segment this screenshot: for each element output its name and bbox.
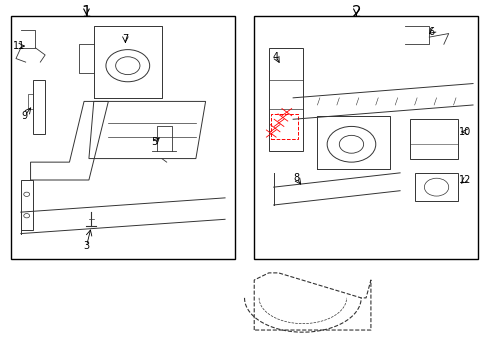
Bar [254, 16, 477, 258]
Text: 11: 11 [13, 41, 25, 51]
Text: 12: 12 [458, 175, 470, 185]
Text: 9: 9 [21, 111, 28, 121]
Text: 5: 5 [151, 138, 157, 148]
Text: 10: 10 [458, 127, 470, 137]
Text: 2: 2 [351, 5, 361, 20]
Bar [271, 114, 297, 139]
Text: 1: 1 [81, 5, 91, 20]
Bar [11, 16, 234, 258]
Text: 3: 3 [83, 241, 89, 251]
Text: 7: 7 [122, 34, 128, 44]
Text: 8: 8 [293, 173, 299, 183]
Text: 6: 6 [428, 27, 434, 37]
Text: 4: 4 [272, 52, 279, 62]
